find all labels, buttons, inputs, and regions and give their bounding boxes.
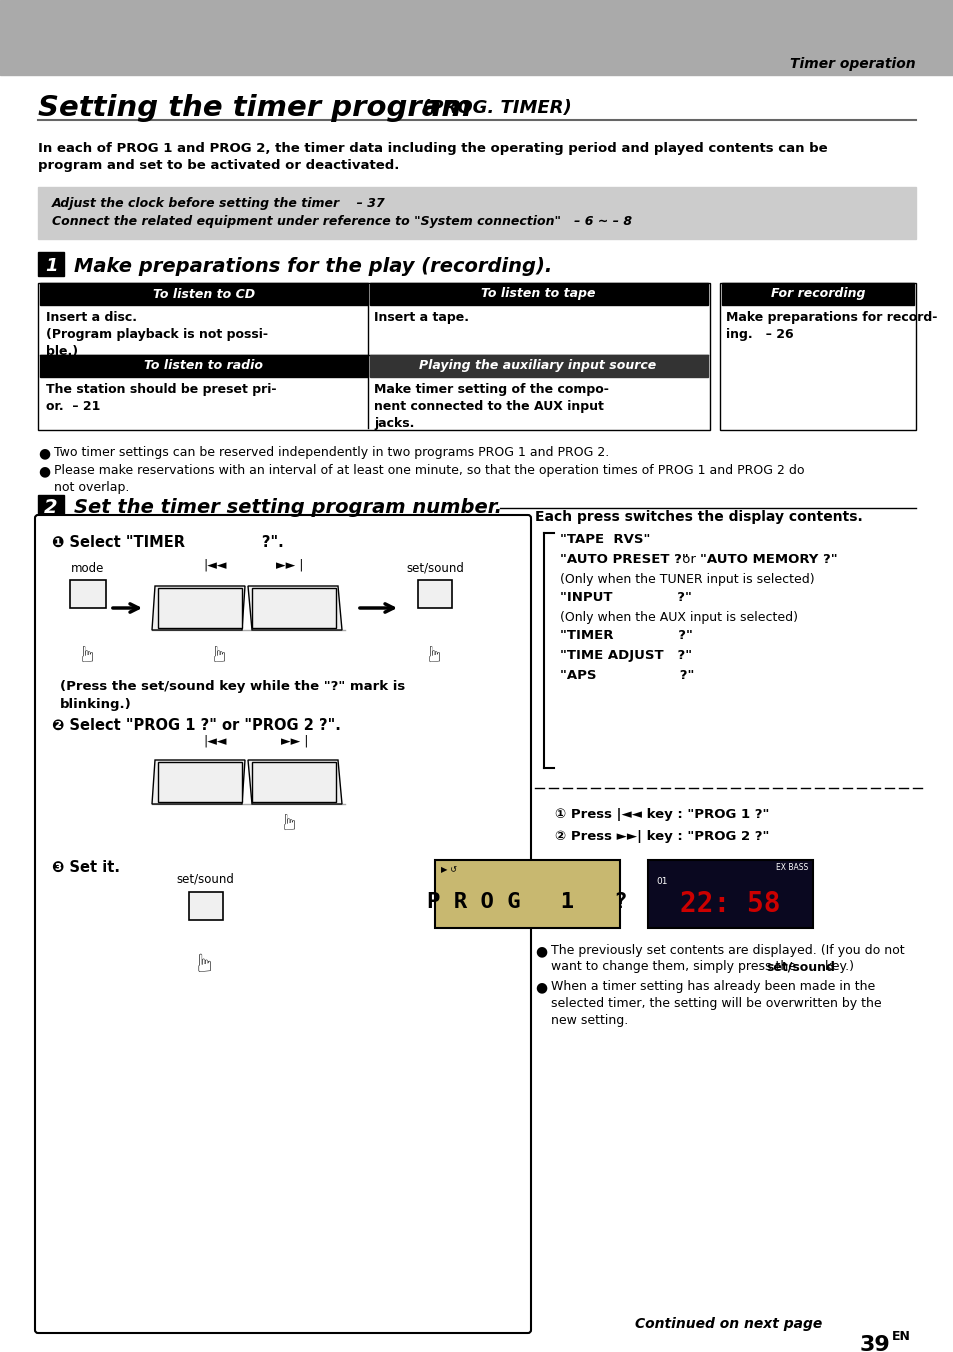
Text: Each press switches the display contents.: Each press switches the display contents… (535, 510, 862, 525)
Bar (0, 0, 953, 74)
Text: "APS                  ?": "APS ?" (559, 669, 694, 681)
Text: P R O G   1   ?: P R O G 1 ? (426, 892, 627, 913)
Text: "AUTO PRESET ?": "AUTO PRESET ?" (559, 553, 688, 566)
Text: 01: 01 (656, 877, 667, 887)
Text: Make timer setting of the compo-
nent connected to the AUX input
jacks.: Make timer setting of the compo- nent co… (374, 383, 608, 430)
Text: Timer operation: Timer operation (789, 57, 915, 72)
Bar (189, 892, 223, 919)
Bar (38, 495, 64, 521)
Text: ② Press ►►| key : "PROG 2 ?": ② Press ►►| key : "PROG 2 ?" (555, 830, 768, 844)
Text: ☞: ☞ (280, 810, 299, 830)
Text: EN: EN (891, 1330, 910, 1343)
Text: ●: ● (38, 464, 51, 479)
Text: "TIMER              ?": "TIMER ?" (559, 629, 692, 642)
Text: 22: 58: 22: 58 (679, 890, 780, 918)
Text: In each of PROG 1 and PROG 2, the timer data including the operating period and : In each of PROG 1 and PROG 2, the timer … (38, 142, 827, 172)
Bar (720, 283, 915, 430)
Text: Continued on next page: Continued on next page (635, 1317, 821, 1330)
Text: ☞: ☞ (193, 949, 216, 971)
Text: Adjust the clock before setting the timer    – 37: Adjust the clock before setting the time… (52, 197, 385, 211)
Bar (40, 283, 368, 306)
Text: ●: ● (38, 446, 51, 460)
Text: Insert a disc.
(Program playback is not possi-
ble.): Insert a disc. (Program playback is not … (46, 311, 268, 358)
Text: 1: 1 (45, 257, 57, 274)
Text: The previously set contents are displayed. (If you do not: The previously set contents are displaye… (551, 944, 903, 957)
Text: or: or (678, 553, 700, 566)
Text: ►► |: ►► | (276, 558, 303, 572)
Text: ① Press |◄◄ key : "PROG 1 ?": ① Press |◄◄ key : "PROG 1 ?" (555, 808, 768, 821)
Text: To listen to tape: To listen to tape (480, 288, 595, 300)
Text: |◄◄: |◄◄ (203, 735, 227, 748)
Text: Two timer settings can be reserved independently in two programs PROG 1 and PROG: Two timer settings can be reserved indep… (54, 446, 609, 458)
Bar (40, 356, 368, 377)
Text: set/sound: set/sound (406, 562, 463, 575)
Text: (Press the set/sound key while the "?" mark is
blinking.): (Press the set/sound key while the "?" m… (60, 680, 405, 711)
Text: |◄◄: |◄◄ (203, 558, 227, 572)
Text: Playing the auxiliary input source: Playing the auxiliary input source (419, 360, 656, 373)
Text: ☞: ☞ (78, 642, 98, 662)
Text: Insert a tape.: Insert a tape. (374, 311, 469, 324)
Text: "TIME ADJUST   ?": "TIME ADJUST ?" (559, 649, 691, 662)
Bar (417, 580, 452, 608)
Text: (Only when the AUX input is selected): (Only when the AUX input is selected) (559, 611, 797, 625)
Text: "INPUT              ?": "INPUT ?" (559, 591, 691, 604)
Text: want to change them, simply press the: want to change them, simply press the (551, 960, 800, 973)
Polygon shape (152, 585, 245, 630)
Text: Please make reservations with an interval of at least one minute, so that the op: Please make reservations with an interva… (54, 464, 803, 493)
Text: ❷ Select "PROG 1 ?" or "PROG 2 ?".: ❷ Select "PROG 1 ?" or "PROG 2 ?". (52, 718, 340, 733)
Bar (647, 860, 812, 927)
Text: "AUTO MEMORY ?": "AUTO MEMORY ?" (700, 553, 837, 566)
Polygon shape (248, 760, 341, 804)
Text: ☞: ☞ (424, 642, 444, 662)
Bar (721, 283, 913, 306)
Text: "TAPE  RVS": "TAPE RVS" (559, 533, 650, 546)
Text: The station should be preset pri-
or.  – 21: The station should be preset pri- or. – … (46, 383, 276, 412)
Text: ○ ○: ○ ○ (427, 591, 442, 600)
Text: When a timer setting has already been made in the
selected timer, the setting wi: When a timer setting has already been ma… (551, 980, 881, 1028)
Bar (252, 763, 335, 802)
Text: ○ ○: ○ ○ (198, 903, 213, 913)
Text: To listen to CD: To listen to CD (152, 288, 254, 300)
Text: 2: 2 (44, 499, 58, 518)
Text: Setting the timer program: Setting the timer program (38, 95, 471, 122)
Polygon shape (152, 760, 245, 804)
Text: Connect the related equipment under reference to "System connection"   – 6 ∼ – 8: Connect the related equipment under refe… (52, 215, 632, 228)
Bar (38, 187, 915, 239)
Text: 39: 39 (859, 1334, 889, 1352)
Polygon shape (248, 585, 341, 630)
Text: ●: ● (535, 944, 547, 959)
Text: set/sound: set/sound (765, 960, 834, 973)
Bar (70, 580, 106, 608)
Bar (370, 283, 707, 306)
Text: For recording: For recording (770, 288, 864, 300)
Bar (252, 588, 335, 627)
FancyBboxPatch shape (35, 515, 531, 1333)
Text: ❶ Select "TIMER               ?".: ❶ Select "TIMER ?". (52, 535, 283, 550)
Text: To listen to radio: To listen to radio (144, 360, 263, 373)
Bar (158, 588, 242, 627)
Text: ☞: ☞ (210, 642, 230, 662)
Text: (PROG. TIMER): (PROG. TIMER) (421, 99, 571, 118)
Text: ►► |: ►► | (281, 735, 309, 748)
Bar (435, 860, 619, 927)
Bar (158, 763, 242, 802)
Text: Make preparations for the play (recording).: Make preparations for the play (recordin… (74, 257, 552, 276)
Text: key.): key.) (821, 960, 853, 973)
Text: Set the timer setting program number.: Set the timer setting program number. (74, 499, 501, 518)
Text: ❸ Set it.: ❸ Set it. (52, 860, 120, 875)
Bar (38, 251, 64, 276)
Bar (370, 356, 707, 377)
Text: Make preparations for record-
ing.   – 26: Make preparations for record- ing. – 26 (725, 311, 937, 341)
Bar (38, 283, 709, 430)
Text: ○ ○: ○ ○ (80, 591, 95, 600)
Text: set/sound: set/sound (176, 873, 233, 886)
Text: EX BASS: EX BASS (775, 864, 807, 872)
Text: (Only when the TUNER input is selected): (Only when the TUNER input is selected) (559, 573, 814, 585)
Text: ▶ ↺: ▶ ↺ (440, 865, 456, 875)
Text: mode: mode (71, 562, 105, 575)
Text: ●: ● (535, 980, 547, 994)
